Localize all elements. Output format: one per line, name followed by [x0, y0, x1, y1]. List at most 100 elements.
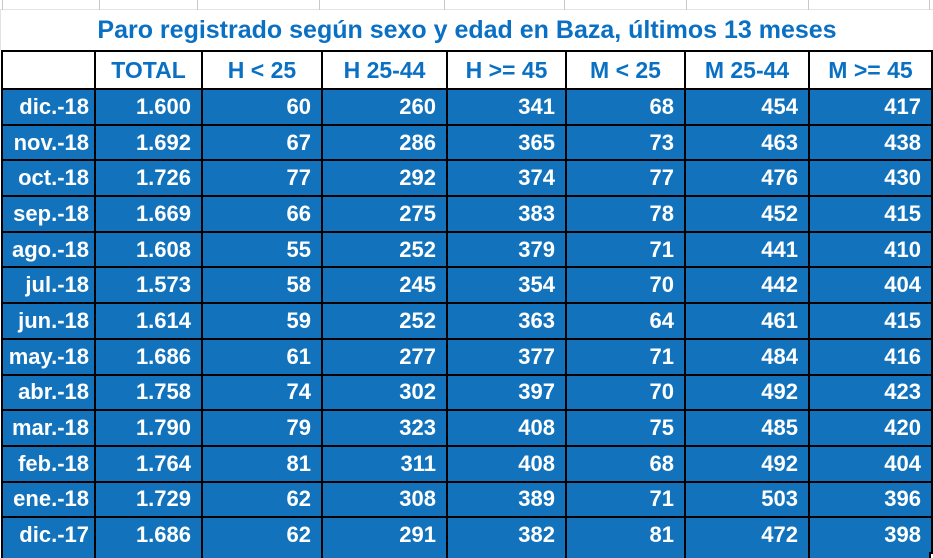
data-cell[interactable]: 64 — [565, 302, 686, 340]
data-cell[interactable]: 1.686 — [94, 516, 203, 554]
month-cell[interactable]: dic.-17 — [1, 516, 96, 554]
data-cell[interactable]: 74 — [201, 373, 323, 412]
data-cell[interactable]: 485 — [684, 409, 810, 447]
data-cell[interactable]: 341 — [446, 88, 567, 126]
data-cell[interactable]: 81 — [201, 444, 323, 483]
data-cell[interactable]: 1.764 — [94, 444, 203, 483]
data-cell[interactable]: 484 — [684, 337, 810, 376]
data-cell[interactable]: 365 — [446, 123, 567, 162]
data-cell[interactable]: 252 — [321, 230, 448, 269]
data-cell[interactable]: 71 — [565, 480, 686, 519]
col-header-m-gte-45[interactable]: M >= 45 — [808, 50, 933, 90]
col-header-h-lt-25[interactable]: H < 25 — [201, 50, 323, 90]
data-cell[interactable]: 68 — [565, 444, 686, 483]
data-cell[interactable]: 78 — [565, 195, 686, 233]
col-header-h-25-44[interactable]: H 25-44 — [321, 50, 448, 90]
data-cell[interactable]: 379 — [446, 230, 567, 269]
data-cell[interactable]: 383 — [446, 195, 567, 233]
data-cell[interactable]: 1.608 — [94, 230, 203, 269]
data-cell[interactable]: 308 — [321, 480, 448, 519]
data-cell[interactable]: 68 — [565, 88, 686, 126]
data-cell[interactable]: 62 — [201, 480, 323, 519]
col-header-m-lt-25[interactable]: M < 25 — [565, 50, 686, 90]
month-cell[interactable]: jul.-18 — [1, 266, 96, 305]
col-header-h-gte-45[interactable]: H >= 45 — [446, 50, 567, 90]
data-cell[interactable]: 286 — [321, 123, 448, 162]
month-cell[interactable]: mar.-18 — [1, 409, 96, 447]
data-cell[interactable]: 252 — [321, 302, 448, 340]
data-cell[interactable]: 59 — [201, 302, 323, 340]
data-cell[interactable]: 70 — [565, 373, 686, 412]
data-cell[interactable]: 1.614 — [94, 302, 203, 340]
data-cell[interactable]: 323 — [321, 409, 448, 447]
data-cell[interactable]: 404 — [808, 444, 933, 483]
data-cell[interactable]: 70 — [565, 266, 686, 305]
data-cell[interactable]: 1.729 — [94, 480, 203, 519]
col-header-total[interactable]: TOTAL — [94, 50, 203, 90]
data-cell[interactable]: 245 — [321, 266, 448, 305]
data-cell[interactable]: 438 — [808, 123, 933, 162]
month-cell[interactable]: abr.-18 — [1, 373, 96, 412]
data-cell[interactable]: 415 — [808, 195, 933, 233]
data-cell[interactable]: 67 — [201, 123, 323, 162]
data-cell[interactable]: 503 — [684, 480, 810, 519]
data-cell[interactable]: 416 — [808, 337, 933, 376]
data-cell[interactable]: 71 — [565, 337, 686, 376]
data-cell[interactable]: 61 — [201, 337, 323, 376]
data-cell[interactable]: 396 — [808, 480, 933, 519]
data-cell[interactable]: 420 — [808, 409, 933, 447]
data-cell[interactable]: 1.758 — [94, 373, 203, 412]
data-cell[interactable]: 1.686 — [94, 337, 203, 376]
data-cell[interactable]: 408 — [446, 409, 567, 447]
data-cell[interactable]: 430 — [808, 159, 933, 198]
month-cell[interactable]: oct.-18 — [1, 159, 96, 198]
data-cell[interactable]: 260 — [321, 88, 448, 126]
data-cell[interactable]: 442 — [684, 266, 810, 305]
data-cell[interactable]: 476 — [684, 159, 810, 198]
data-cell[interactable]: 81 — [565, 516, 686, 554]
month-cell[interactable]: ago.-18 — [1, 230, 96, 269]
month-cell[interactable]: jun.-18 — [1, 302, 96, 340]
data-cell[interactable]: 58 — [201, 266, 323, 305]
month-cell[interactable]: may.-18 — [1, 337, 96, 376]
col-header-m-25-44[interactable]: M 25-44 — [684, 50, 810, 90]
data-cell[interactable]: 292 — [321, 159, 448, 198]
data-cell[interactable]: 461 — [684, 302, 810, 340]
data-cell[interactable]: 404 — [808, 266, 933, 305]
data-cell[interactable]: 77 — [201, 159, 323, 198]
data-cell[interactable]: 75 — [565, 409, 686, 447]
data-cell[interactable]: 398 — [808, 516, 933, 554]
month-cell[interactable]: dic.-18 — [1, 88, 96, 126]
month-cell[interactable]: feb.-18 — [1, 444, 96, 483]
data-cell[interactable]: 441 — [684, 230, 810, 269]
month-cell[interactable]: ene.-18 — [1, 480, 96, 519]
data-cell[interactable]: 452 — [684, 195, 810, 233]
data-cell[interactable]: 374 — [446, 159, 567, 198]
data-cell[interactable]: 275 — [321, 195, 448, 233]
data-cell[interactable]: 1.573 — [94, 266, 203, 305]
data-cell[interactable]: 1.726 — [94, 159, 203, 198]
data-cell[interactable]: 77 — [565, 159, 686, 198]
data-cell[interactable]: 454 — [684, 88, 810, 126]
data-cell[interactable]: 79 — [201, 409, 323, 447]
data-cell[interactable]: 1.669 — [94, 195, 203, 233]
data-cell[interactable]: 277 — [321, 337, 448, 376]
data-cell[interactable]: 60 — [201, 88, 323, 126]
data-cell[interactable]: 363 — [446, 302, 567, 340]
month-cell[interactable]: sep.-18 — [1, 195, 96, 233]
data-cell[interactable]: 382 — [446, 516, 567, 554]
corner-cell[interactable] — [1, 50, 96, 90]
data-cell[interactable]: 472 — [684, 516, 810, 554]
data-cell[interactable]: 62 — [201, 516, 323, 554]
data-cell[interactable]: 73 — [565, 123, 686, 162]
data-cell[interactable]: 423 — [808, 373, 933, 412]
data-cell[interactable]: 66 — [201, 195, 323, 233]
data-cell[interactable]: 463 — [684, 123, 810, 162]
data-cell[interactable]: 410 — [808, 230, 933, 269]
data-cell[interactable]: 492 — [684, 373, 810, 412]
data-cell[interactable]: 397 — [446, 373, 567, 412]
data-cell[interactable]: 71 — [565, 230, 686, 269]
data-cell[interactable]: 377 — [446, 337, 567, 376]
data-cell[interactable]: 55 — [201, 230, 323, 269]
data-cell[interactable]: 1.790 — [94, 409, 203, 447]
